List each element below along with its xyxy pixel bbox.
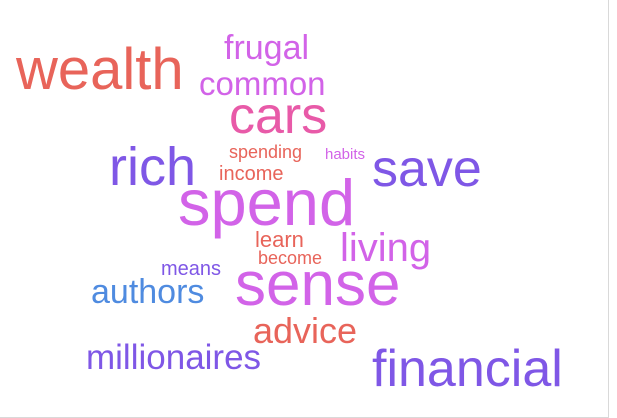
word-spend: spend	[178, 166, 356, 239]
word-advice: advice	[253, 310, 358, 351]
word-learn: learn	[255, 227, 304, 252]
word-income: income	[219, 163, 284, 185]
word-sense: sense	[235, 250, 401, 319]
word-authors: authors	[91, 273, 205, 311]
word-frugal: frugal	[224, 29, 310, 67]
word-financial: financial	[372, 340, 563, 398]
word-save: save	[372, 140, 482, 198]
word-cars: cars	[229, 87, 328, 145]
word-become: become	[258, 248, 323, 268]
word-habits: habits	[325, 146, 366, 163]
word-living: living	[340, 226, 432, 270]
word-millionaires: millionaires	[86, 338, 262, 377]
word-rich: rich	[109, 137, 197, 197]
word-means: means	[161, 258, 222, 280]
word-spending: spending	[229, 142, 303, 162]
word-wealth: wealth	[16, 37, 184, 102]
word-common: common	[199, 65, 326, 102]
